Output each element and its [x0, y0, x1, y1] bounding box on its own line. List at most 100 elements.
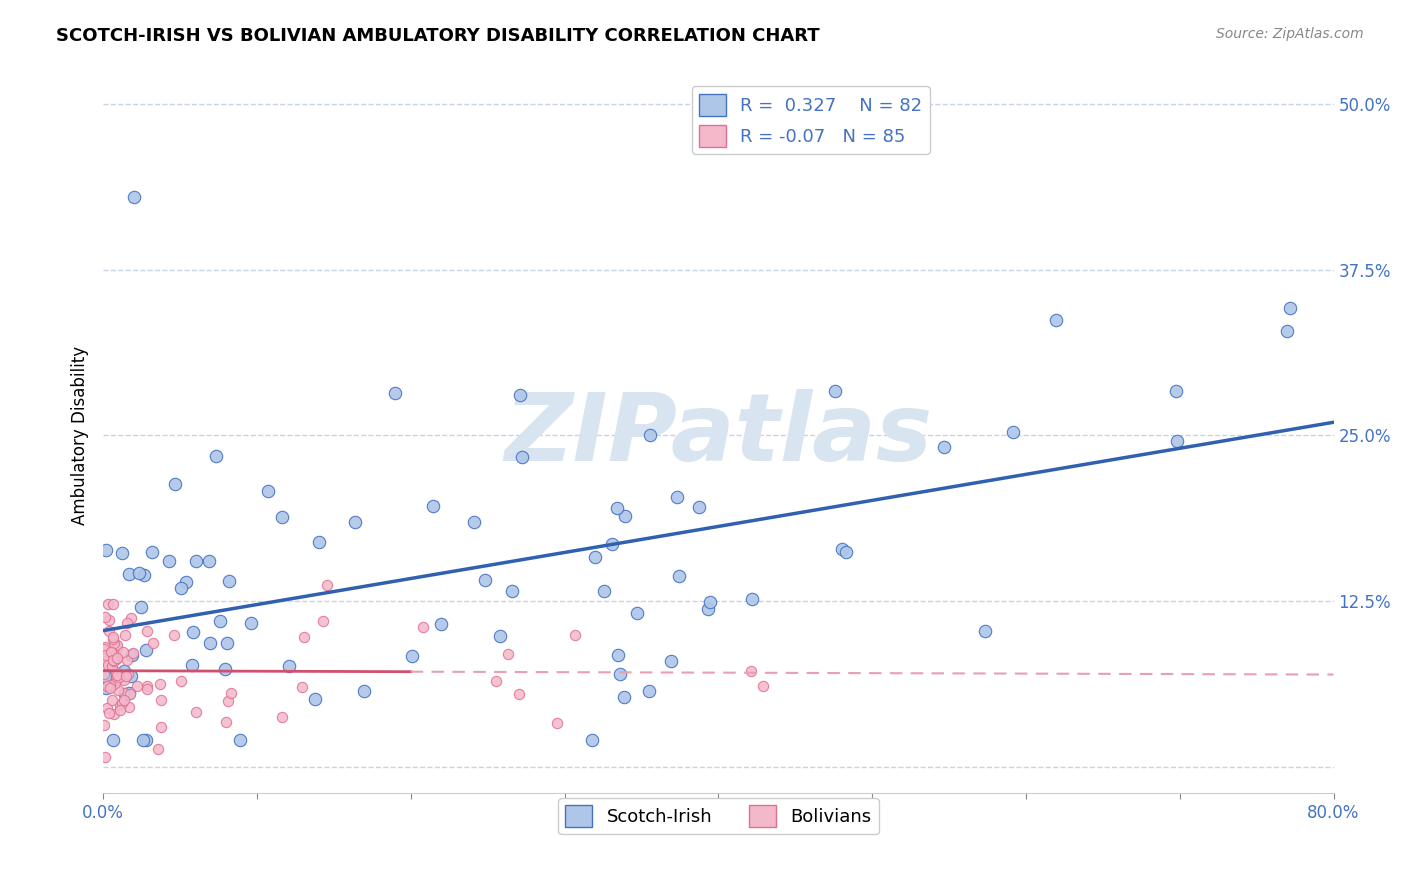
Point	[546, 716, 568, 731]
Point	[93, 640, 115, 654]
Point	[96, 597, 118, 611]
Point	[932, 440, 955, 454]
Point	[205, 450, 228, 464]
Point	[215, 714, 238, 729]
Point	[122, 190, 145, 204]
Point	[100, 645, 122, 659]
Point	[668, 569, 690, 583]
Point	[101, 630, 124, 644]
Point	[103, 654, 125, 668]
Point	[162, 628, 184, 642]
Point	[105, 668, 128, 682]
Point	[609, 667, 631, 681]
Point	[699, 594, 721, 608]
Point	[115, 669, 138, 683]
Point	[353, 683, 375, 698]
Point	[308, 535, 330, 549]
Point	[112, 693, 135, 707]
Point	[135, 643, 157, 657]
Point	[1045, 313, 1067, 327]
Point	[291, 681, 314, 695]
Point	[93, 667, 115, 681]
Point	[111, 696, 134, 710]
Point	[1002, 425, 1025, 440]
Point	[606, 501, 628, 516]
Point	[103, 648, 125, 663]
Point	[112, 665, 135, 679]
Point	[100, 645, 122, 659]
Point	[114, 628, 136, 642]
Point	[136, 624, 159, 638]
Point	[135, 682, 157, 697]
Point	[128, 566, 150, 581]
Point	[973, 624, 995, 639]
Point	[422, 499, 444, 513]
Point	[118, 700, 141, 714]
Point	[93, 654, 115, 668]
Point	[315, 578, 337, 592]
Point	[229, 733, 252, 747]
Point	[94, 609, 117, 624]
Point	[181, 625, 204, 640]
Point	[104, 651, 127, 665]
Point	[271, 709, 294, 723]
Point	[834, 545, 856, 559]
Point	[463, 516, 485, 530]
Point	[583, 549, 606, 564]
Point	[218, 574, 240, 588]
Point	[384, 385, 406, 400]
Point	[1166, 434, 1188, 448]
Point	[93, 717, 115, 731]
Point	[312, 614, 335, 628]
Point	[509, 387, 531, 401]
Point	[217, 694, 239, 708]
Point	[240, 615, 263, 630]
Y-axis label: Ambulatory Disability: Ambulatory Disability	[72, 346, 89, 525]
Point	[103, 733, 125, 747]
Point	[659, 654, 682, 668]
Point	[751, 679, 773, 693]
Point	[131, 733, 153, 747]
Point	[115, 653, 138, 667]
Point	[98, 678, 121, 692]
Point	[112, 673, 135, 687]
Point	[430, 617, 453, 632]
Point	[184, 706, 207, 720]
Point	[122, 646, 145, 660]
Point	[401, 648, 423, 663]
Point	[181, 657, 204, 672]
Point	[170, 673, 193, 688]
Text: SCOTCH-IRISH VS BOLIVIAN AMBULATORY DISABILITY CORRELATION CHART: SCOTCH-IRISH VS BOLIVIAN AMBULATORY DISA…	[56, 27, 820, 45]
Point	[219, 686, 242, 700]
Point	[100, 659, 122, 673]
Point	[581, 732, 603, 747]
Point	[149, 693, 172, 707]
Point	[292, 630, 315, 644]
Point	[118, 566, 141, 581]
Point	[198, 636, 221, 650]
Point	[607, 648, 630, 662]
Point	[1164, 384, 1187, 399]
Point	[174, 575, 197, 590]
Point	[474, 573, 496, 587]
Point	[150, 720, 173, 734]
Point	[112, 685, 135, 699]
Point	[104, 676, 127, 690]
Point	[108, 702, 131, 716]
Point	[135, 733, 157, 747]
Point	[94, 648, 117, 662]
Point	[740, 665, 762, 679]
Point	[484, 673, 506, 688]
Point	[640, 427, 662, 442]
Point	[97, 658, 120, 673]
Point	[93, 749, 115, 764]
Point	[270, 510, 292, 524]
Point	[93, 641, 115, 656]
Point	[489, 629, 512, 643]
Point	[214, 661, 236, 675]
Point	[170, 582, 193, 596]
Point	[96, 701, 118, 715]
Point	[148, 741, 170, 756]
Point	[103, 706, 125, 721]
Point	[637, 684, 659, 698]
